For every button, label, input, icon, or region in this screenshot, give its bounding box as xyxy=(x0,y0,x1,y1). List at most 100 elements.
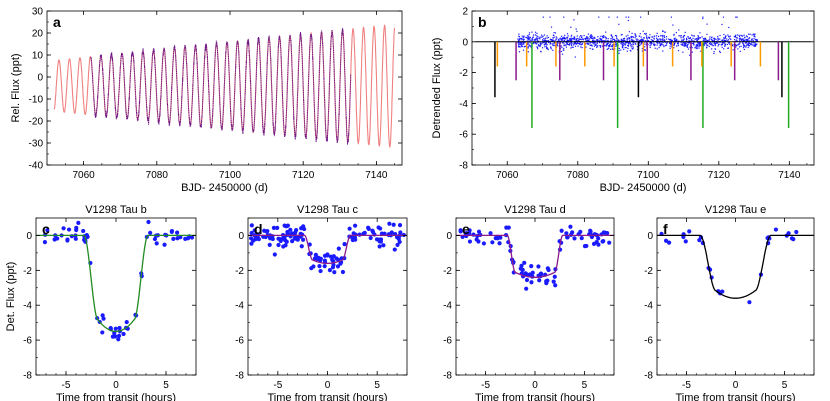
data-point xyxy=(620,38,622,40)
data-point xyxy=(590,36,592,39)
data-point xyxy=(528,33,530,36)
data-point xyxy=(572,46,574,48)
data-point xyxy=(520,43,522,45)
data-point xyxy=(670,43,672,45)
data-point xyxy=(517,46,520,48)
data-point xyxy=(657,42,659,44)
data-point xyxy=(569,42,571,44)
data-point xyxy=(599,45,601,47)
y-tick-label: -2 xyxy=(459,68,468,79)
data-point xyxy=(608,47,610,49)
data-point xyxy=(529,264,534,269)
data-point xyxy=(625,16,627,18)
data-point xyxy=(719,50,721,52)
data-point xyxy=(618,23,620,25)
data-point xyxy=(706,47,708,49)
data-point xyxy=(576,38,578,41)
data-point xyxy=(706,44,708,46)
data-point xyxy=(574,56,576,58)
data-point xyxy=(628,31,630,33)
data-point xyxy=(702,16,704,18)
data-point xyxy=(547,40,549,42)
data-point xyxy=(692,35,694,37)
data-point xyxy=(506,225,511,230)
data-point xyxy=(690,40,692,42)
data-point xyxy=(709,41,711,43)
x-tick-label: 7100 xyxy=(219,170,242,181)
data-point xyxy=(573,44,575,46)
data-point xyxy=(458,229,463,234)
data-point xyxy=(653,44,656,46)
data-point xyxy=(566,38,568,40)
data-point xyxy=(552,44,554,46)
data-point xyxy=(687,41,690,44)
data-point xyxy=(638,44,640,46)
x-axis-label: BJD- 2450000 (d) xyxy=(600,182,687,194)
data-point xyxy=(639,33,641,35)
data-point xyxy=(744,39,746,41)
data-point xyxy=(537,48,539,50)
data-point xyxy=(601,45,603,47)
data-point xyxy=(611,48,614,50)
data-point xyxy=(549,43,551,45)
data-point xyxy=(570,26,572,28)
data-point xyxy=(585,38,587,40)
data-point xyxy=(576,35,578,37)
data-point xyxy=(702,38,705,40)
data-point xyxy=(538,271,544,276)
data-point xyxy=(528,45,530,47)
data-point xyxy=(467,239,473,244)
data-point xyxy=(621,42,623,44)
data-point xyxy=(611,45,613,47)
data-point xyxy=(534,39,536,41)
data-point xyxy=(747,39,749,41)
data-point xyxy=(657,35,660,38)
data-point xyxy=(614,34,617,37)
data-point xyxy=(615,41,617,44)
data-point xyxy=(659,45,661,47)
data-point xyxy=(570,36,572,38)
data-point xyxy=(632,39,634,41)
data-point xyxy=(519,263,524,268)
data-point xyxy=(723,48,725,50)
data-point xyxy=(563,47,565,50)
data-point xyxy=(660,38,662,40)
data-point xyxy=(627,16,630,18)
data-point xyxy=(610,35,613,37)
data-point xyxy=(616,16,618,18)
data-point xyxy=(687,42,689,44)
data-point xyxy=(610,34,613,36)
data-point xyxy=(645,41,647,43)
data-point xyxy=(712,40,714,42)
data-point xyxy=(602,35,604,37)
data-point xyxy=(713,38,716,40)
data-point xyxy=(673,38,675,40)
data-point xyxy=(529,42,531,44)
data-point xyxy=(696,43,698,45)
data-point xyxy=(300,237,306,242)
data-point xyxy=(521,35,523,37)
data-point xyxy=(675,40,677,42)
data-point xyxy=(595,39,598,41)
data-point xyxy=(714,43,717,45)
data-point xyxy=(699,32,701,34)
data-point xyxy=(650,39,652,41)
data-point xyxy=(702,39,705,41)
data-point xyxy=(565,46,568,48)
data-point xyxy=(681,39,683,41)
x-tick-label: 7120 xyxy=(708,170,731,181)
data-point xyxy=(721,42,723,44)
data-point xyxy=(747,300,752,305)
data-point xyxy=(593,43,595,45)
data-point xyxy=(517,42,519,44)
data-point xyxy=(599,46,602,48)
data-point xyxy=(638,35,641,37)
data-point xyxy=(531,39,533,41)
data-point xyxy=(630,35,632,38)
data-point xyxy=(278,237,283,242)
data-point xyxy=(544,39,546,41)
data-point xyxy=(554,40,556,42)
data-point xyxy=(635,38,637,40)
